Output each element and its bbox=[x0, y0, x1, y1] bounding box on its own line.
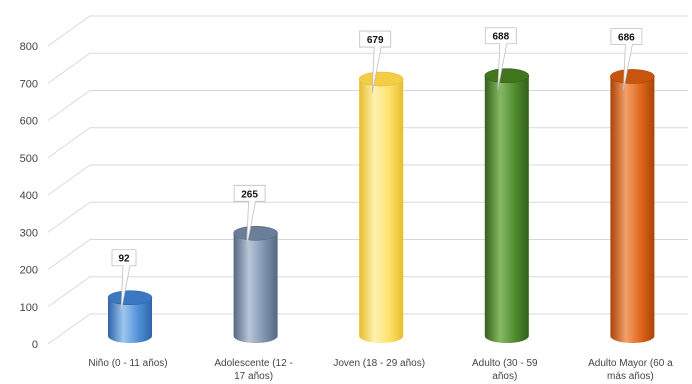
bar-body bbox=[484, 75, 529, 344]
x-axis-categories: Niño (0 - 11 años) Adolescente (12 - 17 añ… bbox=[88, 358, 673, 382]
data-label-callout bbox=[111, 249, 137, 312]
y-axis-ticks: 0 100 200 300 400 500 600 700 800 bbox=[20, 41, 38, 351]
bar-body bbox=[233, 233, 278, 344]
grid-line-diagonal bbox=[47, 90, 91, 121]
bar-top bbox=[358, 71, 404, 87]
data-label-text: 265 bbox=[241, 189, 258, 200]
y-tick-label: 100 bbox=[20, 302, 38, 314]
y-tick-label: 300 bbox=[20, 227, 38, 239]
category-label-line: 17 años) bbox=[234, 371, 273, 382]
data-label-0: 92 bbox=[111, 249, 137, 312]
bars bbox=[107, 68, 655, 344]
bar-3 bbox=[484, 68, 530, 344]
bar-2 bbox=[358, 71, 404, 344]
bar-1 bbox=[233, 225, 278, 344]
grid-line-diagonal bbox=[47, 52, 91, 84]
grid-line-diagonal bbox=[47, 201, 91, 233]
category-label-line: Adulto Mayor (60 a bbox=[588, 358, 673, 369]
category-label-1: Adolescente (12 - 17 años) bbox=[214, 358, 292, 382]
grid-line-diagonal bbox=[47, 164, 91, 196]
bar-top bbox=[610, 69, 655, 84]
category-label-2: Joven (18 - 29 años) bbox=[333, 358, 425, 369]
category-label-3: Adulto (30 - 59 años) bbox=[472, 358, 538, 382]
bar-4 bbox=[610, 69, 655, 344]
bar-top bbox=[233, 225, 278, 241]
data-label-text: 688 bbox=[492, 32, 509, 43]
y-tick-label: 700 bbox=[20, 78, 38, 90]
bar-top bbox=[107, 290, 153, 306]
category-label-line: años) bbox=[492, 371, 517, 382]
category-label-line: Joven (18 - 29 años) bbox=[333, 358, 425, 369]
grid-line-diagonal bbox=[47, 127, 91, 159]
y-tick-label: 0 bbox=[32, 339, 38, 351]
data-label-4: 686 bbox=[610, 28, 643, 91]
category-label-4: Adulto Mayor (60 a más años) bbox=[588, 358, 673, 382]
bar-0 bbox=[107, 290, 153, 343]
data-label-text: 679 bbox=[367, 35, 384, 46]
category-label-line: más años) bbox=[607, 371, 654, 382]
data-label-1: 265 bbox=[233, 184, 266, 248]
bar-body bbox=[359, 79, 404, 344]
grid-line-diagonal bbox=[47, 276, 91, 308]
data-label-text: 686 bbox=[618, 32, 635, 43]
y-tick-label: 500 bbox=[20, 153, 38, 165]
grid-line-diagonal bbox=[47, 313, 91, 345]
grid-line-diagonal bbox=[47, 239, 91, 270]
data-label-callout bbox=[233, 184, 266, 248]
category-label-line: Adolescente (12 - bbox=[214, 358, 292, 369]
bar-body bbox=[108, 297, 152, 343]
data-label-text: 92 bbox=[118, 254, 130, 265]
data-label-callout bbox=[610, 28, 643, 91]
category-label-line: Adulto (30 - 59 bbox=[472, 358, 538, 369]
data-label-callout bbox=[359, 30, 392, 94]
bar-top bbox=[484, 68, 530, 84]
data-label-callout bbox=[484, 27, 517, 90]
y-tick-label: 200 bbox=[20, 265, 38, 277]
grid-line-diagonal bbox=[47, 15, 91, 47]
y-tick-label: 600 bbox=[20, 116, 38, 128]
data-label-2: 679 bbox=[359, 30, 392, 94]
y-tick-label: 400 bbox=[20, 190, 38, 202]
data-label-3: 688 bbox=[484, 27, 517, 90]
y-tick-label: 800 bbox=[20, 41, 38, 53]
data-labels: 92 265 679 688 686 bbox=[111, 27, 643, 312]
category-label-line: Niño (0 - 11 años) bbox=[88, 358, 167, 369]
bar-body bbox=[610, 76, 655, 344]
category-label-0: Niño (0 - 11 años) bbox=[88, 358, 167, 369]
